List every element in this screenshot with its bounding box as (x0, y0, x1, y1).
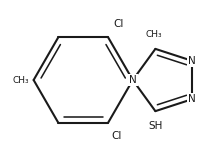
Text: CH₃: CH₃ (145, 30, 162, 39)
Text: CH₃: CH₃ (12, 75, 29, 84)
Text: SH: SH (148, 121, 163, 131)
Text: N: N (188, 56, 196, 66)
Text: Cl: Cl (111, 131, 121, 141)
Text: Cl: Cl (113, 19, 123, 29)
Text: N: N (129, 75, 137, 85)
Text: N: N (188, 94, 196, 104)
